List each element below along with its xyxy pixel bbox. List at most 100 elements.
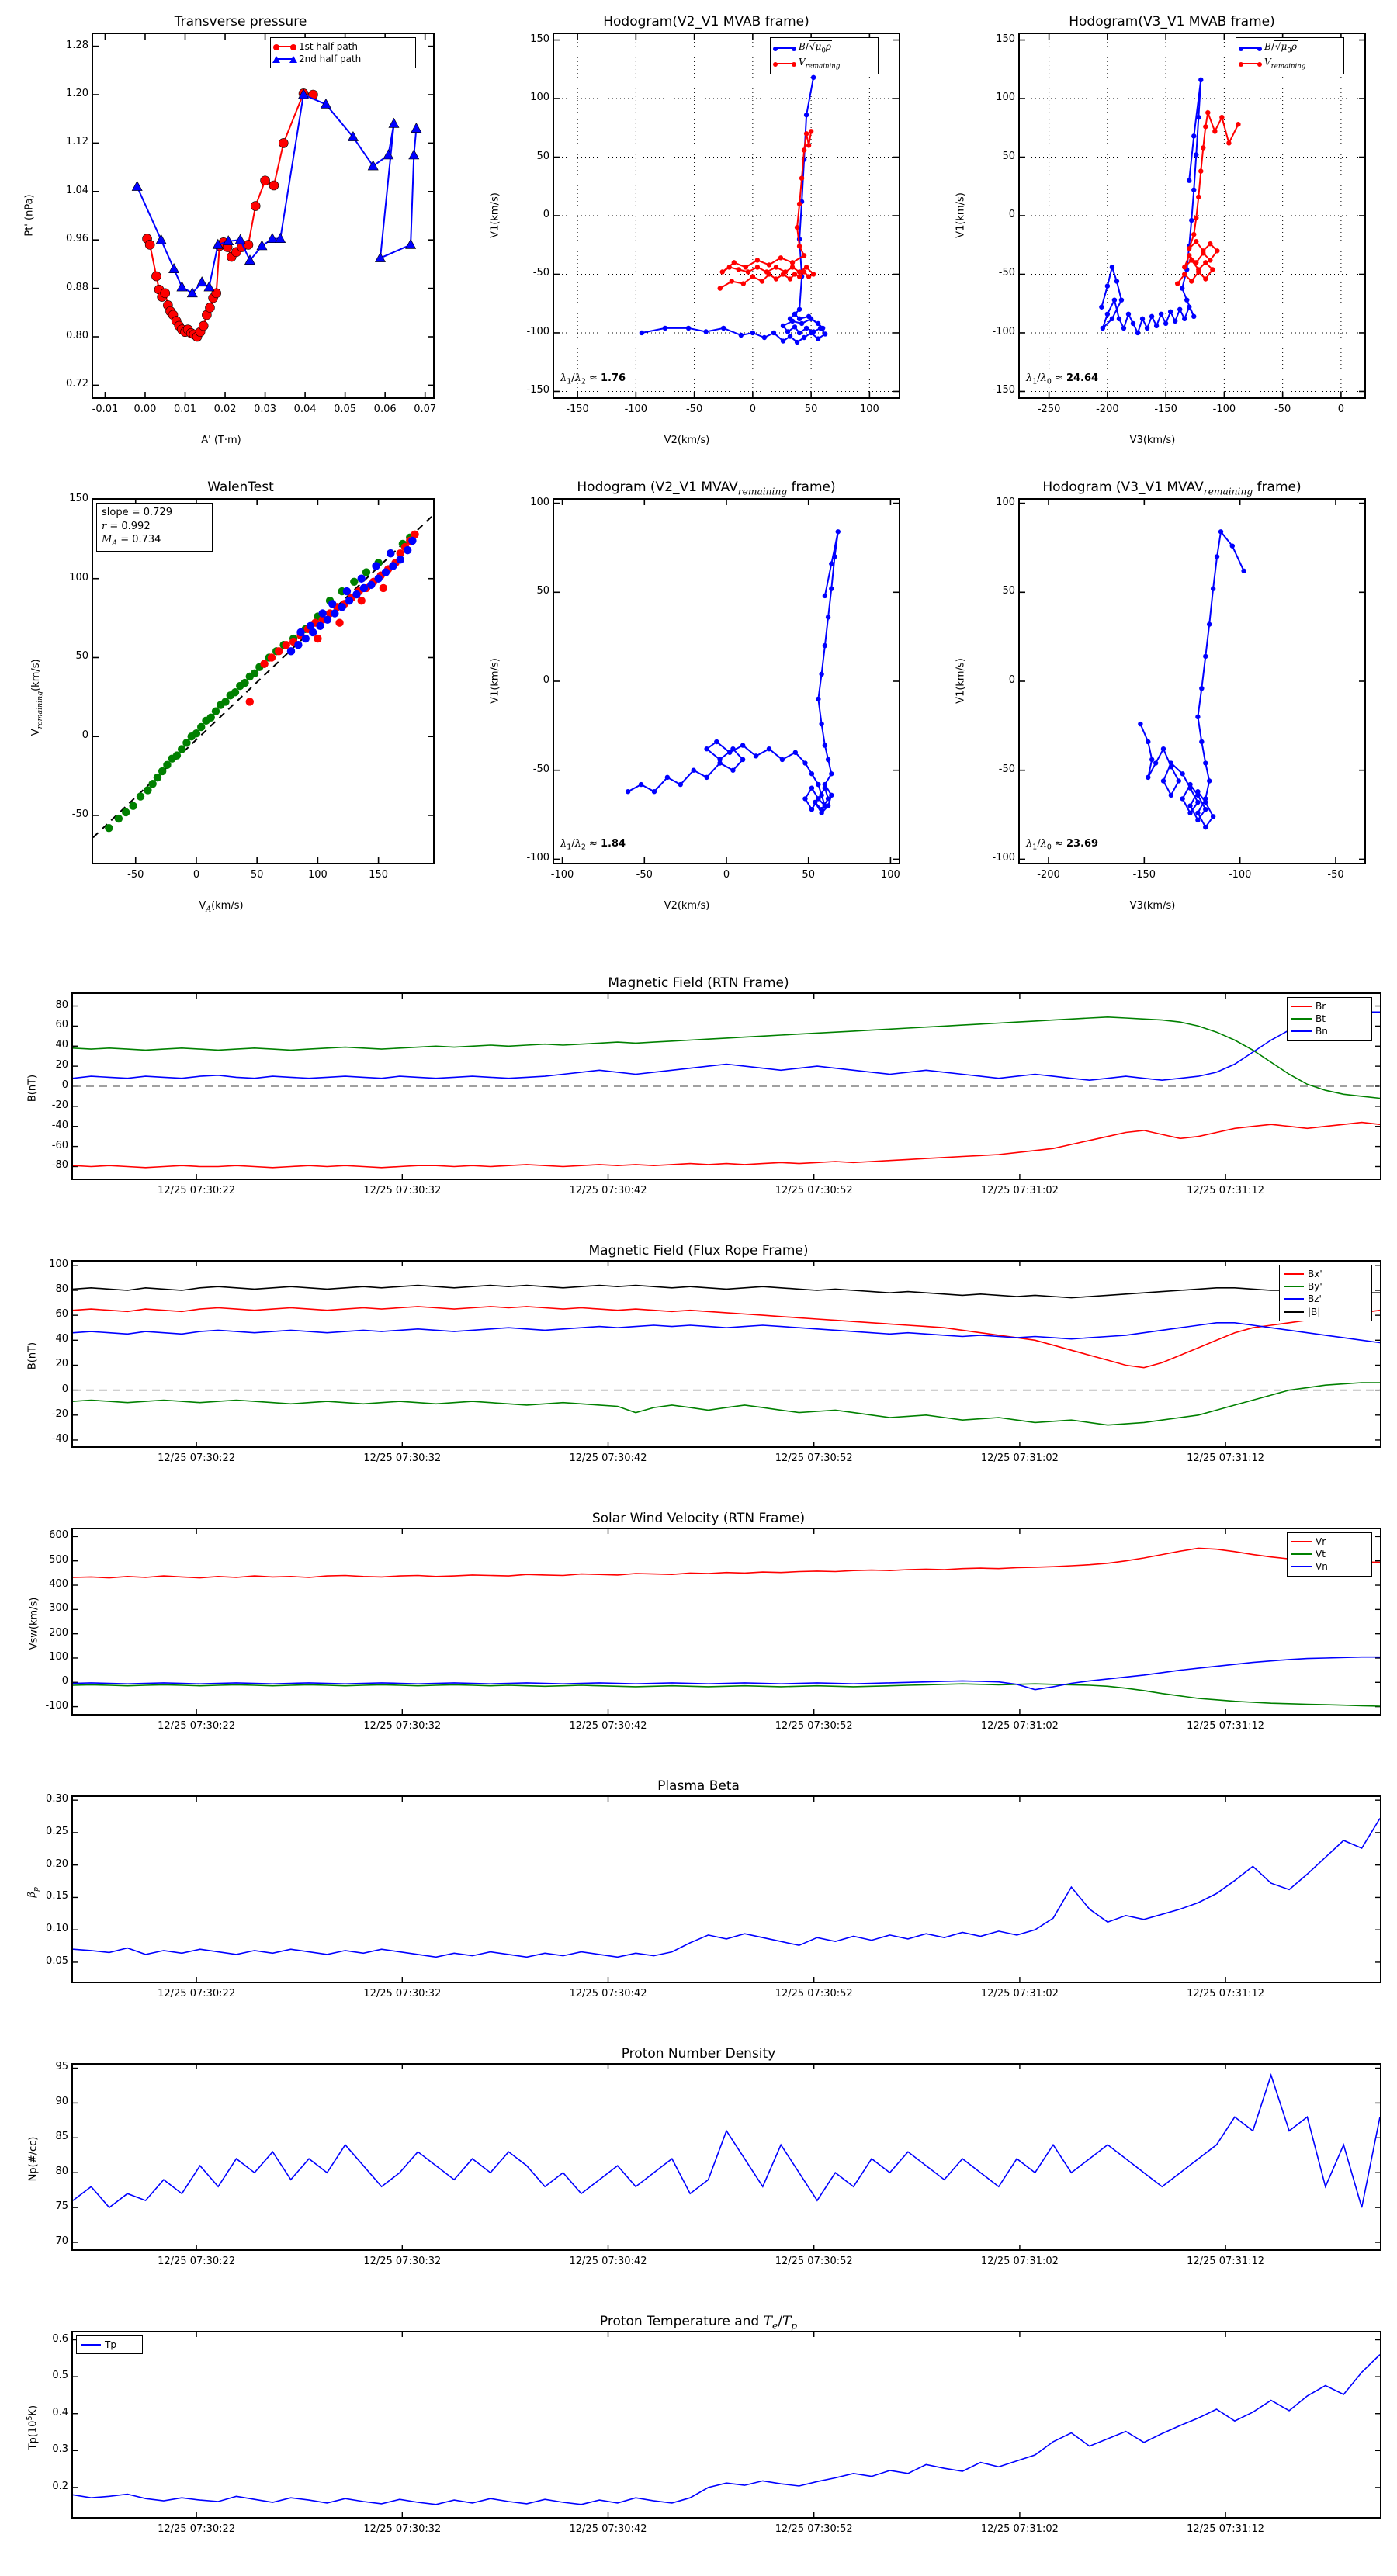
legend-swatch-tp [81,2344,101,2346]
axis-tick-label: 12/25 07:30:42 [569,2256,647,2267]
axis-tick-label: 50 [536,585,549,597]
axis-tick-label: -20 [51,1099,68,1111]
axis-tick-label: 100 [859,403,879,415]
axis-tick-label: 12/25 07:30:42 [569,2523,647,2535]
axis-tick-label: 150 [996,33,1015,45]
legend-label: |B| [1308,1306,1321,1317]
axis-tick-label: -50 [532,267,549,279]
y-axis-label: Pt' (nPa) [23,194,36,237]
axis-tick-label: 20 [55,1358,68,1370]
panel-title: Transverse pressure [174,14,307,29]
x-axis-label: A' (T·m) [201,435,241,446]
legend-swatch-bn [1291,1030,1312,1033]
axis-tick-label: 20 [55,1059,68,1072]
panel-title: Solar Wind Velocity (RTN Frame) [591,1511,806,1526]
axis-tick-label: -20 [51,1407,68,1420]
legend-label: 2nd half path [299,54,362,65]
plot-area [71,992,1381,1180]
axis-tick-label: 0.2 [52,2480,68,2492]
axis-tick-label: 0.72 [66,378,88,390]
axis-tick-label: -250 [1037,403,1061,415]
axis-tick-label: 12/25 07:31:12 [1187,1185,1265,1196]
axis-tick-label: 0 [61,1079,68,1091]
axis-tick-label: 0.04 [293,403,317,415]
y-axis-label: V1(km/s) [955,658,967,704]
axis-tick-label: 12/25 07:31:12 [1187,1720,1265,1732]
legend-swatch-bt [1291,1018,1312,1020]
axis-tick-label: 0 [61,1675,68,1688]
axis-tick-label: 12/25 07:30:42 [569,1185,647,1196]
legend-swatch-by [1284,1286,1304,1288]
legend-item-bmag: |B| [1284,1306,1368,1318]
axis-tick-label: 0 [749,403,756,415]
legend-swatch-red [1239,62,1262,68]
legend-label-b-alfven: B/√μ0ρ [1264,40,1298,55]
axis-tick-label: 0.30 [46,1793,68,1806]
legend-swatch-br [1291,1006,1312,1008]
legend: Br Bt Bn [1287,997,1372,1041]
axis-tick-label: 0.20 [46,1858,68,1870]
axis-tick-label: 0 [1008,674,1015,686]
axis-tick-label: 12/25 07:30:32 [363,1720,442,1732]
axis-tick-label: 80 [55,2166,68,2178]
axis-tick-label: -100 [992,852,1015,864]
legend-item-v-remaining: Vremaining [773,56,874,71]
x-axis-label-text: VA(km/s) [199,900,244,914]
axis-tick-label: 12/25 07:30:22 [158,1988,236,2000]
panel-magnetic-field-flux-rope: Magnetic Field (Flux Rope Frame) B(nT) B… [0,1241,1397,1505]
legend-label: Vt [1316,1549,1326,1560]
plot-area [92,498,435,864]
panel-proton-number-density: Proton Number Density Np(#/cc) [0,2045,1397,2308]
y-axis-label: V1(km/s) [489,192,501,238]
axis-tick-label: 70 [55,2235,68,2248]
axis-tick-label: 0 [1337,403,1345,415]
legend-label-v-remaining: Vremaining [799,57,841,71]
plot-area [553,498,900,864]
axis-tick-label: 1.20 [66,88,88,99]
legend: B/√μ0ρ Vremaining [770,37,879,75]
panel-title: Hodogram(V2_V1 MVAB frame) [603,14,809,29]
axis-tick-label: -0.01 [92,403,119,415]
plot-area [92,33,435,399]
axis-tick-label: 12/25 07:31:02 [980,1720,1059,1732]
axis-tick-label: 12/25 07:31:02 [980,1452,1059,1464]
y-axis-label: V1(km/s) [955,192,967,238]
axis-tick-label: 12/25 07:30:22 [158,2523,236,2535]
axis-tick-label: 0.3 [52,2443,68,2456]
axis-tick-label: 100 [69,571,88,583]
axis-tick-label: -100 [550,869,574,881]
axis-tick-label: -100 [45,1699,68,1712]
axis-tick-label: 100 [530,496,549,508]
axis-tick-label: 0 [543,209,549,220]
x-axis-label: V3(km/s) [1129,900,1176,912]
axis-tick-label: -200 [1037,869,1060,881]
axis-tick-label: 12/25 07:30:52 [775,2256,853,2267]
panel-hodogram-v2v1-mvab: Hodogram(V2_V1 MVAB frame) V1(km/s) V2(k… [466,0,931,466]
panel-hodogram-v2v1-mvav: Hodogram (V2_V1 MVAVremaining frame) V1(… [466,466,931,931]
axis-tick-label: -100 [1228,869,1252,881]
plot-area [71,1795,1381,1983]
legend-swatch-blue-triangle [272,56,297,64]
legend-item-bn: Bn [1291,1025,1368,1037]
panel-title: Proton Number Density [621,2046,776,2062]
axis-tick-label: 100 [307,869,328,881]
axis-tick-label: 500 [49,1553,68,1566]
legend-label: Vn [1316,1561,1328,1573]
axis-tick-label: 0.5 [52,2370,68,2382]
axis-tick-label: 300 [49,1602,68,1615]
legend-item-b-alfven: B/√μ0ρ [773,40,874,56]
axis-tick-label: 200 [49,1626,68,1639]
panel-title-text: Hodogram (V3_V1 MVAVremaining frame) [1042,480,1302,497]
legend-item-vn: Vn [1291,1560,1368,1573]
axis-tick-label: 0.03 [254,403,277,415]
axis-tick-label: 0.10 [46,1923,68,1935]
axis-tick-label: 0.05 [46,1955,68,1967]
axis-tick-label: 50 [1002,150,1015,162]
legend-swatch-blue [773,47,796,52]
axis-tick-label: 90 [55,2096,68,2108]
stat-r: r = 0.992 [102,520,151,532]
legend-item-vr: Vr [1291,1536,1368,1548]
axis-tick-label: 100 [49,1258,68,1270]
axis-tick-label: 0.15 [46,1890,68,1903]
